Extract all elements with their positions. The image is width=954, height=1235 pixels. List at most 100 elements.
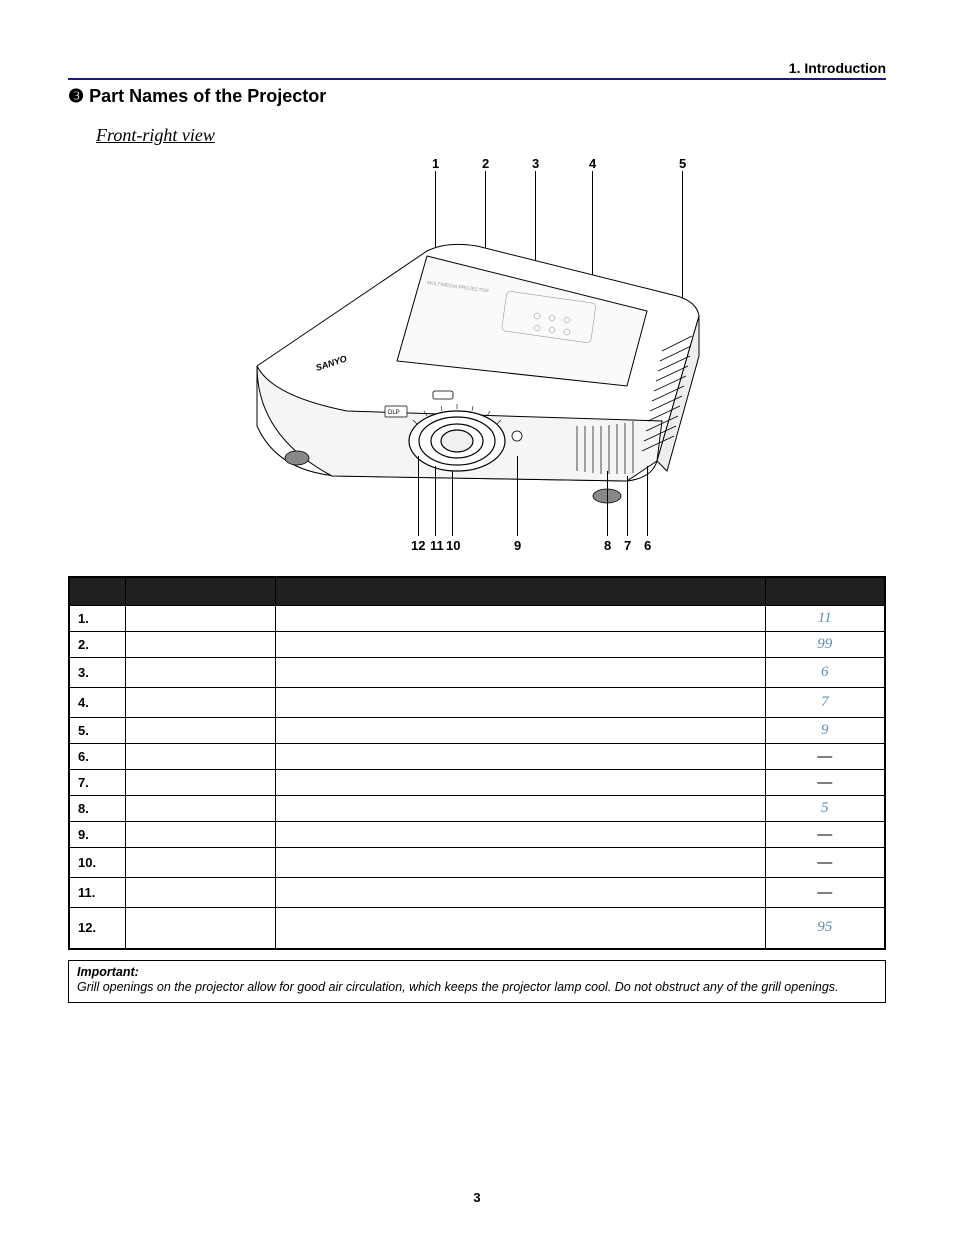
callout-11: 11 [430,538,444,553]
table-row: 5.9 [69,717,885,743]
row-description [275,795,765,821]
row-number: 9. [69,821,125,847]
page-ref-dash: — [765,743,885,769]
callout-4: 4 [589,156,596,171]
row-label [125,821,275,847]
leader-line [452,471,453,536]
page-container: 1. Introduction ❸ Part Names of the Proj… [0,0,954,1235]
row-number: 7. [69,769,125,795]
row-number: 4. [69,687,125,717]
row-label [125,717,275,743]
callout-3: 3 [532,156,539,171]
row-label [125,769,275,795]
row-number: 3. [69,657,125,687]
page-ref-dash: — [765,847,885,877]
leader-line [607,471,608,536]
table-row: 11. — [69,877,885,907]
row-description [275,631,765,657]
row-description [275,743,765,769]
leader-line [435,466,436,536]
row-label [125,795,275,821]
row-number: 11. [69,877,125,907]
row-description [275,657,765,687]
table-row: 2.99 [69,631,885,657]
callout-9: 9 [514,538,521,553]
row-label [125,877,275,907]
dlp-badge-text: DLP [388,410,400,416]
table-row: 8.5 [69,795,885,821]
row-description [275,821,765,847]
page-ref-link[interactable]: 9 [765,717,885,743]
callout-12: 12 [411,538,425,553]
row-number: 2. [69,631,125,657]
row-label [125,631,275,657]
row-number: 10. [69,847,125,877]
page-ref-dash: — [765,821,885,847]
row-number: 12. [69,907,125,949]
table-row: 7. — [69,769,885,795]
row-description [275,847,765,877]
row-label [125,605,275,631]
projector-diagram: 1 2 3 4 5 [177,156,777,556]
callout-10: 10 [446,538,460,553]
page-ref-link[interactable]: 6 [765,657,885,687]
important-label: Important: [77,965,877,979]
row-description [275,907,765,949]
row-description [275,605,765,631]
table-header [765,577,885,605]
table-row: 1.11 [69,605,885,631]
page-ref-link[interactable]: 5 [765,795,885,821]
row-label [125,687,275,717]
table-header [69,577,125,605]
page-ref-link[interactable]: 99 [765,631,885,657]
projector-illustration: DLP SANYO MULTIMEDIA PROJECTOR [217,196,757,536]
important-text: Grill openings on the projector allow fo… [77,979,877,996]
row-number: 6. [69,743,125,769]
row-number: 1. [69,605,125,631]
important-note: Important: Grill openings on the project… [68,960,886,1003]
leader-line [647,466,648,536]
table-row: 12.95 [69,907,885,949]
row-description [275,877,765,907]
row-number: 8. [69,795,125,821]
leader-line [418,456,419,536]
row-description [275,769,765,795]
row-label [125,847,275,877]
header-rule [68,78,886,80]
table-row: 9. — [69,821,885,847]
table-header [275,577,765,605]
callout-8: 8 [604,538,611,553]
table-row: 10. — [69,847,885,877]
page-ref-link[interactable]: 11 [765,605,885,631]
page-number: 3 [0,1190,954,1205]
parts-table: 1.112.993.64.75.96.—7.—8.59.—10.—11.—12.… [68,576,886,950]
callout-7: 7 [624,538,631,553]
table-row: 3.6 [69,657,885,687]
callout-5: 5 [679,156,686,171]
leader-line [627,476,628,536]
page-ref-link[interactable]: 7 [765,687,885,717]
chapter-label: 1. Introduction [68,60,886,76]
table-row: 4.7 [69,687,885,717]
page-ref-link[interactable]: 95 [765,907,885,949]
subheading: Front-right view [96,125,886,146]
row-label [125,657,275,687]
section-title: ❸ Part Names of the Projector [68,86,886,107]
table-body: 1.112.993.64.75.96.—7.—8.59.—10.—11.—12.… [69,605,885,949]
table-row: 6. — [69,743,885,769]
section-number-badge: ❸ [68,86,84,106]
row-number: 5. [69,717,125,743]
row-description [275,687,765,717]
table-header [125,577,275,605]
page-ref-dash: — [765,769,885,795]
row-description [275,717,765,743]
row-label [125,743,275,769]
callout-1: 1 [432,156,439,171]
callout-2: 2 [482,156,489,171]
section-title-text: Part Names of the Projector [89,86,326,106]
page-ref-dash: — [765,877,885,907]
table-header-row [69,577,885,605]
row-label [125,907,275,949]
leader-line [517,456,518,536]
callout-6: 6 [644,538,651,553]
